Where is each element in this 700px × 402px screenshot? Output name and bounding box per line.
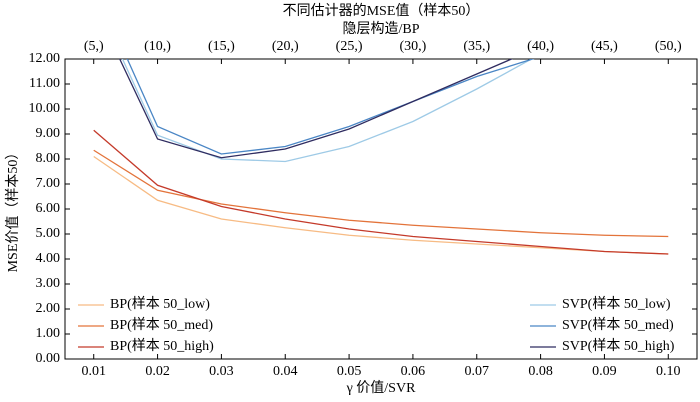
y-tick-label: 8.00 bbox=[36, 151, 61, 166]
x-tick-label: 0.09 bbox=[592, 364, 617, 379]
x-tick-label: 0.07 bbox=[465, 364, 490, 379]
x-tick-label: 0.02 bbox=[145, 364, 170, 379]
top-tick-label: (25,) bbox=[336, 39, 363, 54]
x-tick-label: 0.03 bbox=[209, 364, 234, 379]
y-tick-label: 2.00 bbox=[36, 301, 61, 316]
x-tick-label: 0.06 bbox=[401, 364, 426, 379]
y-tick-label: 4.00 bbox=[36, 251, 61, 266]
top-tick-label: (5,) bbox=[84, 39, 104, 54]
series-line bbox=[93, 155, 669, 255]
top-tick-label: (20,) bbox=[272, 39, 299, 54]
series-line bbox=[93, 129, 669, 255]
top-tick-label: (45,) bbox=[591, 39, 618, 54]
legend-label: BP(样本 50_med) bbox=[110, 317, 213, 333]
legend-label: BP(样本 50_low) bbox=[110, 296, 210, 312]
y-tick-label: 7.00 bbox=[36, 176, 61, 191]
x-tick-label: 0.10 bbox=[656, 364, 681, 379]
legend-label: SVP(样本 50_high) bbox=[562, 338, 675, 354]
series-line bbox=[93, 149, 669, 238]
y-tick-label: 10.00 bbox=[29, 101, 61, 116]
chart-title: 不同估计器的MSE值（样本50） bbox=[283, 3, 480, 19]
top-tick-label: (40,) bbox=[527, 39, 554, 54]
y-axis-label: MSE价值（样本50） bbox=[5, 146, 21, 273]
y-tick-label: 9.00 bbox=[36, 126, 61, 141]
top-tick-label: (15,) bbox=[208, 39, 235, 54]
legend-label: SVP(样本 50_med) bbox=[562, 317, 674, 333]
x-tick-label: 0.04 bbox=[273, 364, 298, 379]
legend-label: BP(样本 50_high) bbox=[110, 338, 214, 354]
y-tick-label: 1.00 bbox=[36, 326, 61, 341]
y-tick-label: 0.00 bbox=[36, 351, 61, 366]
x-tick-label: 0.01 bbox=[81, 364, 106, 379]
x-tick-label: 0.05 bbox=[337, 364, 362, 379]
top-tick-label: (35,) bbox=[463, 39, 490, 54]
y-tick-label: 12.00 bbox=[29, 51, 61, 66]
top-tick-label: (50,) bbox=[655, 39, 682, 54]
top-axis-label: 隐层构造/BP bbox=[342, 21, 419, 37]
plot-frame bbox=[64, 58, 698, 360]
series-line bbox=[121, 59, 533, 163]
legend-label: SVP(样本 50_low) bbox=[562, 296, 671, 312]
y-tick-label: 11.00 bbox=[29, 76, 60, 91]
top-tick-label: (10,) bbox=[144, 39, 171, 54]
top-tick-label: (30,) bbox=[400, 39, 427, 54]
series-line bbox=[119, 59, 514, 159]
y-tick-label: 6.00 bbox=[36, 201, 61, 216]
lines bbox=[93, 59, 669, 255]
x-axis-label: γ 价值/SVR bbox=[346, 380, 416, 396]
y-tick-label: 5.00 bbox=[36, 226, 61, 241]
y-tick-label: 3.00 bbox=[36, 276, 61, 291]
x-tick-label: 0.08 bbox=[528, 364, 553, 379]
series-line bbox=[126, 59, 535, 155]
